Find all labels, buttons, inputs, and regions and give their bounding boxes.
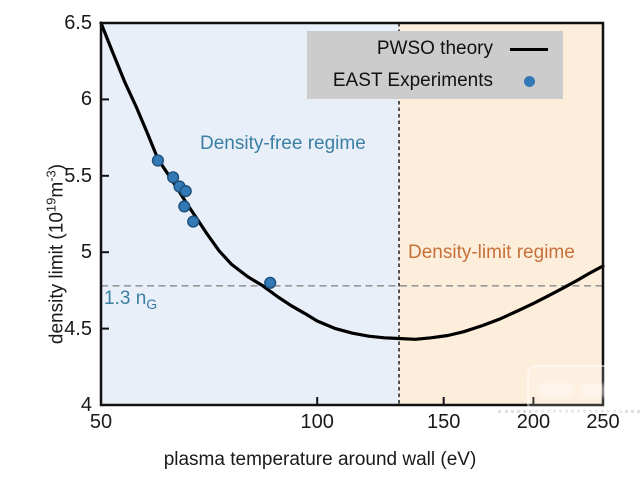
y-tick-label: 4.5 — [64, 317, 92, 340]
watermark — [527, 365, 627, 413]
east-data-point — [151, 154, 165, 167]
watermark-residue — [498, 410, 640, 413]
watermark-glyph — [581, 384, 613, 397]
east-data-point — [187, 215, 200, 228]
y-tick-label: 5.5 — [64, 164, 92, 187]
density-limit-regime-label: Density-limit regime — [408, 242, 575, 263]
east-data-point — [179, 185, 192, 198]
x-axis-title: plasma temperature around wall (eV) — [163, 449, 477, 470]
legend-entry-experiments: EAST Experiments — [315, 67, 551, 95]
east-data-point — [167, 171, 180, 184]
x-tick-label: 50 — [89, 411, 113, 433]
legend-label-experiments: EAST Experiments — [332, 70, 493, 91]
y-tick-label: 5 — [80, 241, 92, 264]
legend-line-sample — [507, 47, 551, 51]
watermark-glyph — [539, 383, 573, 397]
y-tick-label: 6.5 — [64, 12, 92, 34]
legend-box: PWSO theory EAST Experiments — [307, 31, 563, 99]
x-tick-label: 150 — [426, 411, 461, 433]
x-tick-label: 250 — [586, 411, 620, 433]
x-tick-label: 100 — [300, 411, 334, 433]
east-data-point — [264, 276, 277, 289]
greenwald-fraction-label: 1.3 nG — [104, 288, 158, 312]
y-tick-label: 4 — [80, 394, 92, 416]
y-tick-label: 6 — [80, 88, 92, 111]
plot-border — [99, 21, 605, 407]
density-free-regime-label: Density-free regime — [200, 133, 366, 154]
legend-dot-sample — [507, 75, 551, 87]
legend-label-theory: PWSO theory — [376, 38, 493, 59]
x-tick-label: 200 — [516, 411, 551, 433]
legend-entry-theory: PWSO theory — [315, 35, 551, 63]
east-data-point — [178, 200, 191, 213]
